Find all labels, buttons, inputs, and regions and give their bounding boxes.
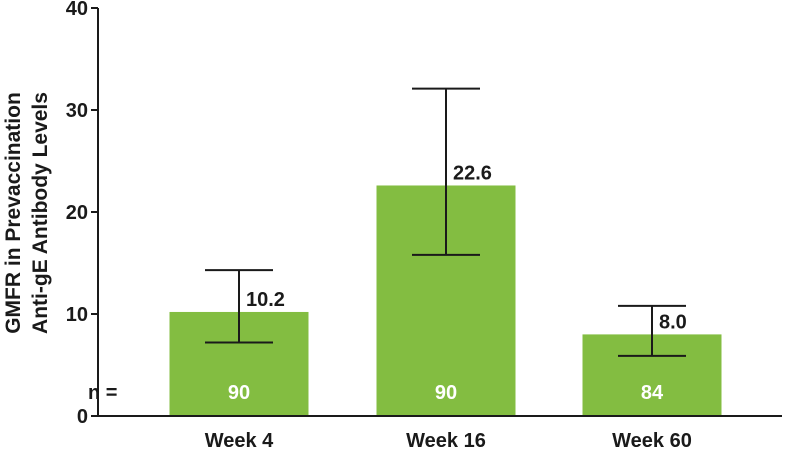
y-tick-label: 10 [66, 304, 88, 326]
y-axis-title-line-1: GMFR in Prevaccination [2, 92, 25, 334]
y-axis-title-line-2: Anti-gE Antibody Levels [29, 92, 52, 334]
error-bars [205, 87, 686, 357]
sample-size-labels: n = 90 90 84 [88, 382, 664, 404]
sample-size-value: 84 [641, 382, 664, 404]
y-tick-label: 20 [66, 202, 88, 224]
sample-size-value: 90 [435, 382, 457, 404]
sample-size-value: 90 [228, 382, 250, 404]
x-tick-label: Week 60 [612, 430, 692, 449]
bars [169, 185, 722, 416]
y-tick-label: 40 [66, 0, 88, 20]
x-tick-label: Week 16 [406, 430, 486, 449]
x-tick-label: Week 4 [205, 430, 274, 449]
y-tick-label: 0 [77, 406, 88, 428]
y-axis-title: GMFR in Prevaccination Anti-gE Antibody … [2, 92, 52, 334]
y-tick-label: 30 [66, 100, 88, 122]
value-labels: 10.2 22.6 8.0 [246, 162, 687, 333]
data-label: 22.6 [453, 162, 492, 184]
data-label: 10.2 [246, 289, 285, 311]
y-axis-ticks: 0 10 20 30 40 [66, 0, 98, 428]
x-axis-labels: Week 4 Week 16 Week 60 [205, 430, 692, 449]
n-prefix-label: n = [88, 382, 117, 404]
data-label: 8.0 [659, 311, 687, 333]
